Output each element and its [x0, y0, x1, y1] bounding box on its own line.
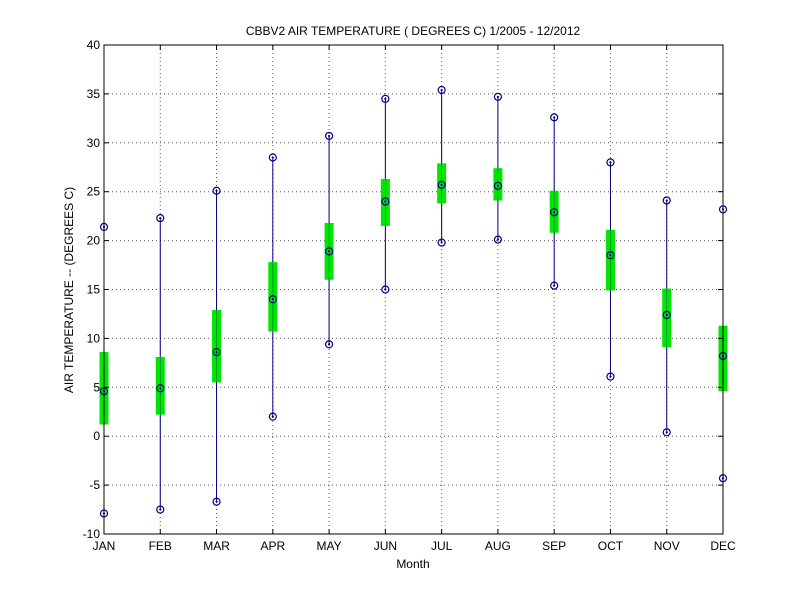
median-marker-dot	[665, 313, 668, 317]
max-marker-dot	[159, 217, 162, 220]
min-marker-dot	[496, 238, 500, 241]
max-marker-dot	[496, 95, 500, 98]
median-marker-dot	[496, 184, 500, 187]
x-tick-label: JUL	[431, 539, 453, 553]
min-marker	[381, 285, 390, 294]
min-marker	[212, 497, 221, 506]
min-marker-dot	[553, 284, 556, 287]
min-marker	[437, 238, 446, 247]
y-tick-label: -10	[83, 527, 101, 541]
min-marker	[606, 372, 615, 381]
y-tick-label: 15	[87, 283, 101, 297]
median-marker-dot	[215, 350, 218, 354]
max-marker	[156, 214, 165, 223]
x-tick-label: OCT	[598, 539, 624, 553]
chart-title: CBBV2 AIR TEMPERATURE ( DEGREES C) 1/200…	[246, 24, 581, 38]
min-marker-dot	[159, 508, 162, 511]
median-marker-dot	[553, 211, 556, 214]
x-tick-label: MAY	[317, 539, 342, 553]
y-tick-label: 5	[93, 380, 100, 394]
y-tick-label: 10	[87, 331, 101, 345]
max-marker	[381, 94, 390, 103]
y-tick-label: 30	[87, 136, 101, 150]
x-tick-label: JAN	[93, 539, 116, 553]
x-tick-label: JUN	[374, 539, 397, 553]
min-marker-dot	[271, 415, 274, 418]
min-marker-dot	[327, 343, 331, 346]
max-marker	[268, 153, 277, 162]
y-axis-label: AIR TEMPERATURE -- (DEGREES C)	[62, 187, 76, 393]
x-tick-label: AUG	[485, 539, 511, 553]
median-marker	[662, 310, 671, 320]
x-tick-label: SEP	[542, 539, 566, 553]
min-marker	[550, 281, 559, 290]
max-marker-dot	[553, 116, 556, 119]
max-marker	[212, 186, 221, 195]
median-marker	[550, 208, 559, 217]
max-marker	[662, 196, 671, 205]
median-marker	[324, 247, 334, 256]
y-tick-label: 40	[87, 38, 101, 52]
max-marker	[550, 113, 559, 122]
y-tick-label: 20	[87, 234, 101, 248]
max-marker	[324, 131, 334, 141]
min-marker	[324, 340, 334, 349]
median-marker	[156, 384, 165, 393]
y-tick-label: 0	[93, 429, 100, 443]
median-marker	[212, 347, 221, 357]
median-marker-dot	[609, 254, 612, 257]
min-marker-dot	[384, 288, 387, 291]
min-marker-dot	[215, 500, 218, 503]
min-marker	[156, 505, 165, 514]
max-marker-dot	[271, 156, 274, 159]
max-marker-dot	[327, 134, 331, 138]
min-marker	[662, 428, 671, 437]
x-axis: JAN FEB MAR APR MAY JUN JUL AUG SEP OCT NOV DEC	[93, 45, 736, 553]
max-marker-dot	[665, 199, 668, 202]
x-tick-label: FEB	[149, 539, 172, 553]
max-marker	[437, 85, 446, 95]
median-marker	[606, 251, 615, 260]
y-tick-label: 35	[87, 87, 101, 101]
median-marker-dot	[159, 387, 162, 390]
median-marker	[493, 181, 503, 190]
y-tick-label: -5	[89, 478, 100, 492]
x-tick-label: MAR	[203, 539, 230, 553]
max-marker-dot	[215, 189, 218, 192]
min-marker	[268, 412, 277, 421]
max-marker-dot	[384, 97, 387, 100]
median-marker	[381, 197, 390, 206]
x-tick-label: NOV	[654, 539, 680, 553]
median-marker-dot	[327, 250, 331, 253]
y-tick-label: 25	[87, 185, 101, 199]
max-marker-dot	[440, 88, 443, 92]
x-tick-label: APR	[260, 539, 285, 553]
y-axis: -10 -5 0 5 10 15 20 25 30 35 40	[83, 38, 723, 541]
max-marker-dot	[609, 161, 612, 164]
min-marker-dot	[609, 375, 612, 378]
max-marker	[606, 158, 615, 167]
median-marker-dot	[271, 298, 274, 301]
min-marker-dot	[665, 431, 668, 434]
x-axis-label: Month	[396, 557, 429, 571]
x-tick-label: DEC	[710, 539, 736, 553]
median-marker-dot	[384, 200, 387, 203]
median-marker-dot	[440, 183, 443, 186]
min-marker-dot	[440, 241, 443, 244]
median-marker	[268, 295, 277, 304]
max-marker	[493, 92, 503, 101]
min-marker	[493, 235, 503, 244]
median-marker	[437, 180, 446, 189]
